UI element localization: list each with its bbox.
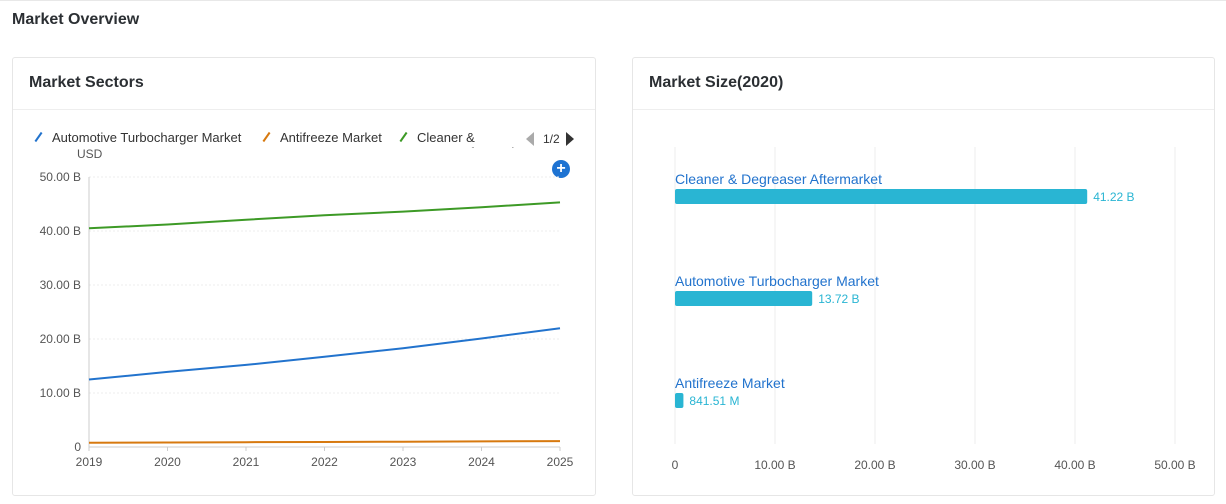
x-tick-label: 2019: [76, 455, 103, 469]
y-tick-label: 0: [74, 440, 81, 454]
x-tick-label: 2025: [547, 455, 574, 469]
x-tick-label: 40.00 B: [1054, 458, 1095, 472]
y-tick-label: 10.00 B: [40, 386, 81, 400]
bar: [675, 189, 1087, 204]
x-tick-label: 50.00 B: [1154, 458, 1195, 472]
market-size-card: Market Size(2020) 010.00 B20.00 B30.00 B…: [632, 57, 1215, 496]
page-title: Market Overview: [12, 11, 139, 29]
y-tick-label: 40.00 B: [40, 224, 81, 238]
y-axis-title: USD: [77, 147, 103, 161]
x-tick-label: 2022: [311, 455, 338, 469]
x-tick-label: 2024: [468, 455, 495, 469]
x-tick-label: 2021: [233, 455, 260, 469]
bar-category-label: Automotive Turbocharger Market: [675, 273, 879, 289]
x-tick-label: 20.00 B: [854, 458, 895, 472]
bar: [675, 291, 812, 306]
x-tick-label: 2023: [390, 455, 417, 469]
y-tick-label: 30.00 B: [40, 278, 81, 292]
bar-value-label: 13.72 B: [818, 292, 859, 306]
bar-value-label: 41.22 B: [1093, 190, 1134, 204]
series-line-1: [89, 441, 560, 443]
x-tick-label: 10.00 B: [754, 458, 795, 472]
x-tick-label: 30.00 B: [954, 458, 995, 472]
x-tick-label: 0: [672, 458, 679, 472]
bar-value-label: 841.51 M: [689, 394, 739, 408]
bar-chart: 0 10.00 B 20.00 B 30.00 B 40.00 B 50.00 B Clea…: [633, 58, 1216, 497]
market-sectors-card: Market Sectors Automotive Turbocharger M…: [12, 57, 596, 496]
bar: [675, 393, 683, 408]
bar-category-label: Cleaner & Degreaser Aftermarket: [675, 171, 882, 187]
y-tick-label: 20.00 B: [40, 332, 81, 346]
series-line-2: [89, 202, 560, 228]
line-chart: USD 0 10.00 B 20.00 B 30.00 B 40.00 B 50.00 B 2…: [13, 58, 597, 497]
bar-category-label: Antifreeze Market: [675, 375, 785, 391]
y-tick-label: 50.00 B: [40, 170, 81, 184]
x-tick-label: 2020: [154, 455, 181, 469]
top-divider: [0, 0, 1226, 1]
series-line-0: [89, 328, 560, 379]
